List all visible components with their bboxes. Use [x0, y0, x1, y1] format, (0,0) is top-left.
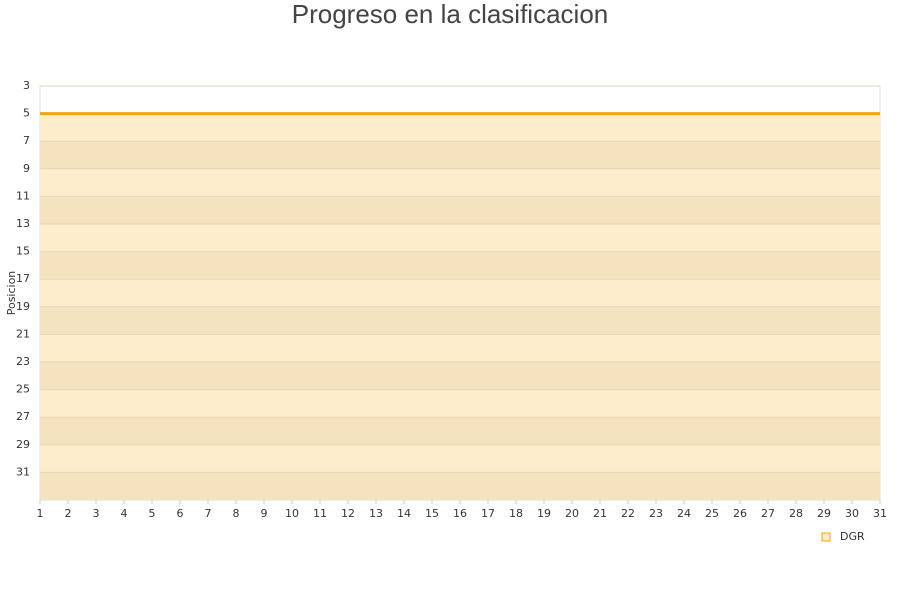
y-tick-label: 15 [16, 245, 30, 258]
x-tick-label: 25 [705, 507, 719, 520]
x-tick-label: 22 [621, 507, 635, 520]
x-tick-label: 4 [121, 507, 128, 520]
x-tick-label: 12 [341, 507, 355, 520]
x-tick-label: 1 [37, 507, 44, 520]
y-tick-label: 27 [16, 410, 30, 423]
x-tick-label: 15 [425, 507, 439, 520]
band [40, 306, 880, 335]
x-tick-label: 13 [369, 507, 383, 520]
x-tick-label: 20 [565, 507, 579, 520]
band [40, 362, 880, 390]
x-tick-label: 24 [677, 507, 691, 520]
x-tick-label: 2 [65, 507, 72, 520]
x-tick-label: 14 [397, 507, 411, 520]
x-tick-label: 27 [761, 507, 775, 520]
x-tick-label: 23 [649, 507, 663, 520]
x-tick-label: 9 [261, 507, 268, 520]
x-tick-label: 18 [509, 507, 523, 520]
y-tick-label: 5 [23, 107, 30, 120]
y-tick-label: 3 [23, 79, 30, 92]
y-axis-label: Posicion [5, 271, 18, 316]
band [40, 251, 880, 280]
x-tick-label: 10 [285, 507, 299, 520]
y-tick-label: 29 [16, 438, 30, 451]
y-tick-label: 13 [16, 217, 30, 230]
x-tick-label: 19 [537, 507, 551, 520]
x-tick-label: 11 [313, 507, 327, 520]
chart-title: Progreso en la clasificacion [292, 0, 609, 29]
x-tick-label: 7 [205, 507, 212, 520]
band [40, 141, 880, 169]
band [40, 472, 880, 500]
band [40, 196, 880, 224]
y-tick-label: 7 [23, 134, 30, 147]
y-tick-label: 23 [16, 355, 30, 368]
x-tick-label: 5 [149, 507, 156, 520]
y-tick-label: 9 [23, 162, 30, 175]
band [40, 417, 880, 445]
y-tick-label: 17 [16, 272, 30, 285]
y-tick-label: 25 [16, 383, 30, 396]
y-tick-label: 11 [16, 189, 30, 202]
y-tick-label: 21 [16, 327, 30, 340]
x-tick-label: 17 [481, 507, 495, 520]
y-tick-label: 31 [16, 465, 30, 478]
x-tick-label: 29 [817, 507, 831, 520]
x-tick-label: 26 [733, 507, 747, 520]
x-tick-label: 6 [177, 507, 184, 520]
x-tick-label: 3 [93, 507, 100, 520]
y-tick-label: 19 [16, 300, 30, 313]
x-tick-label: 31 [873, 507, 887, 520]
x-tick-label: 28 [789, 507, 803, 520]
x-tick-label: 16 [453, 507, 467, 520]
legend-swatch [821, 532, 831, 542]
x-tick-label: 30 [845, 507, 859, 520]
x-tick-label: 21 [593, 507, 607, 520]
x-tick-label: 8 [233, 507, 240, 520]
legend-label: DGR [840, 530, 865, 543]
